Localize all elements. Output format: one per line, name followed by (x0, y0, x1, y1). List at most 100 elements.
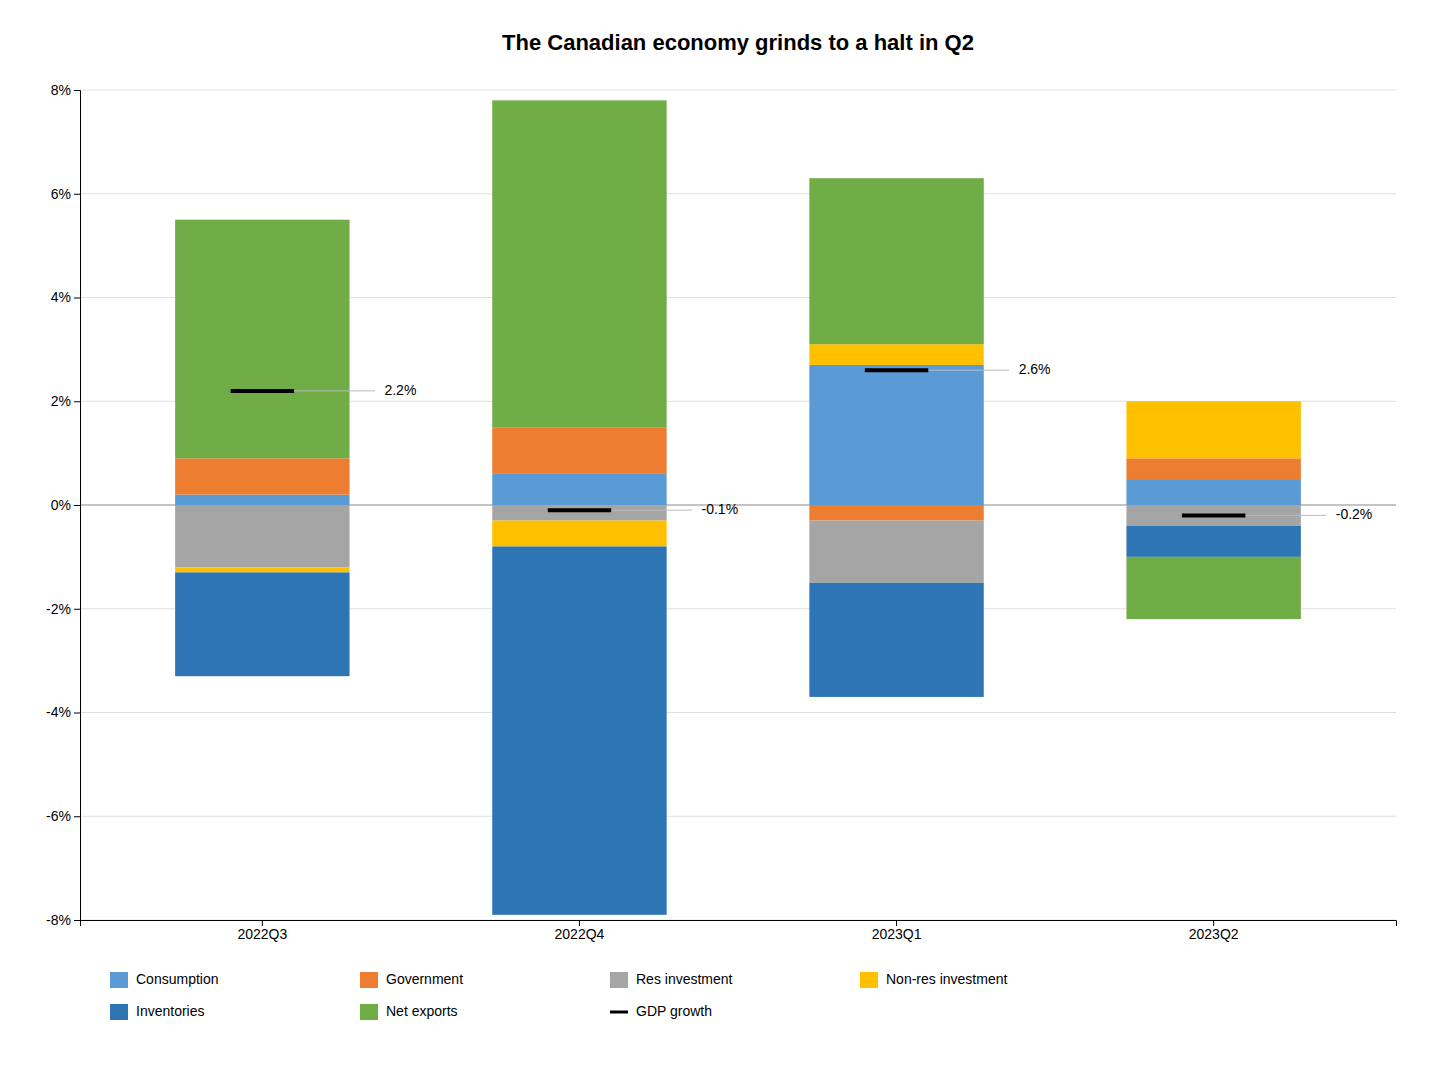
bar (809, 505, 983, 521)
data-label: 2.2% (384, 382, 416, 398)
title: The Canadian economy grinds to a halt in… (502, 30, 974, 55)
bar (175, 567, 349, 572)
bar (492, 547, 666, 915)
y-tick-mark (74, 298, 80, 299)
y-tick-label: -6% (46, 808, 71, 824)
x-tick: 2023Q1 (872, 920, 922, 942)
bar (492, 521, 666, 547)
legend-item: Net exports (360, 1003, 458, 1020)
legend-swatch (110, 972, 128, 988)
legend-label: Consumption (136, 971, 219, 987)
bar (175, 220, 349, 459)
legend-swatch (610, 972, 628, 988)
legend: Consumption Government Res investment Non-r… (110, 971, 1007, 1020)
y-axis: -8% -6% -4% -2% 0% 2% 4% 6% 8% (46, 82, 80, 928)
y-tick: 4% (51, 289, 80, 305)
gdp-marker (231, 389, 294, 393)
x-axis: 2022Q3 2022Q4 2023Q1 2023Q2 (81, 920, 1397, 942)
x-tick-label: 2023Q1 (872, 926, 922, 942)
bar-series (175, 526, 1301, 915)
legend-label: Government (386, 971, 463, 987)
legend-item: GDP growth (610, 1003, 712, 1019)
bar (1126, 401, 1300, 458)
legend-swatch (360, 972, 378, 988)
bar (809, 344, 983, 365)
legend-swatch (110, 1004, 128, 1020)
legend-label: Res investment (636, 971, 733, 987)
y-tick-label: 8% (51, 82, 71, 98)
data-label: -0.1% (702, 501, 739, 517)
y-tick: -6% (46, 808, 80, 824)
bar (1126, 557, 1300, 619)
y-tick-mark (74, 401, 80, 402)
bar (492, 474, 666, 505)
y-tick: 0% (51, 497, 80, 513)
chart: -8% -6% -4% -2% 0% 2% 4% 6% 8% 2022Q3 2022Q4 2023Q1… (0, 0, 1456, 1080)
y-tick-label: 2% (51, 393, 71, 409)
legend-label: Net exports (386, 1003, 458, 1019)
y-tick: -8% (46, 912, 80, 928)
data-labels: 2.2% -0.1% 2.6% -0.2% (384, 361, 1372, 522)
y-tick-label: -2% (46, 601, 71, 617)
y-tick-label: 4% (51, 289, 71, 305)
label-connector (611, 510, 692, 511)
grid-line (80, 712, 1396, 713)
x-tick: 2022Q4 (555, 920, 605, 942)
x-tick-label: 2023Q2 (1189, 926, 1239, 942)
bar (492, 505, 666, 521)
gdp-marker (865, 368, 928, 372)
y-tick-mark (74, 194, 80, 195)
x-tick-label: 2022Q3 (237, 926, 287, 942)
y-tick-mark (74, 90, 80, 91)
grid (80, 90, 1396, 920)
legend-label: Inventories (136, 1003, 204, 1019)
gdp-marker (1182, 513, 1245, 517)
x-tick: 2023Q2 (1189, 920, 1239, 942)
label-connector (928, 370, 1009, 371)
legend-swatch (610, 1011, 628, 1014)
x-tick: 2022Q3 (237, 920, 287, 942)
legend-label: GDP growth (636, 1003, 712, 1019)
bar (175, 572, 349, 676)
y-tick-mark (74, 505, 80, 506)
legend-swatch (860, 972, 878, 988)
bar (175, 458, 349, 494)
legend-item: Inventories (110, 1003, 204, 1020)
y-tick-label: -4% (46, 704, 71, 720)
y-tick-label: 6% (51, 186, 71, 202)
bar (1126, 458, 1300, 479)
data-label: -0.2% (1336, 506, 1373, 522)
y-tick: 2% (51, 393, 80, 409)
marks (175, 100, 1326, 914)
legend-swatch (360, 1004, 378, 1020)
legend-item: Government (360, 971, 463, 988)
y-tick-label: 0% (51, 497, 71, 513)
bar (809, 521, 983, 583)
bar (1126, 526, 1300, 557)
legend-label: Non-res investment (886, 971, 1007, 987)
bar (492, 427, 666, 474)
bar (1126, 479, 1300, 505)
legend-item: Non-res investment (860, 971, 1007, 988)
bar (809, 365, 983, 505)
data-label: 2.6% (1019, 361, 1051, 377)
y-tick-mark (74, 713, 80, 714)
grid-line (80, 193, 1396, 194)
bar (809, 178, 983, 344)
bar (175, 505, 349, 567)
bar-series (175, 100, 1301, 619)
y-axis-line (74, 91, 81, 921)
legend-item: Consumption (110, 971, 219, 988)
x-tick-label: 2022Q4 (555, 926, 605, 942)
legend-item: Res investment (610, 971, 733, 988)
label-connector (1245, 515, 1326, 516)
y-tick: 6% (51, 186, 80, 202)
gdp-marker (548, 508, 611, 512)
y-tick-mark (74, 609, 80, 610)
y-tick: 8% (51, 82, 80, 98)
bar (492, 100, 666, 427)
y-tick: -2% (46, 601, 80, 617)
bar (175, 495, 349, 505)
bar (809, 583, 983, 697)
grid-line (80, 90, 1396, 91)
